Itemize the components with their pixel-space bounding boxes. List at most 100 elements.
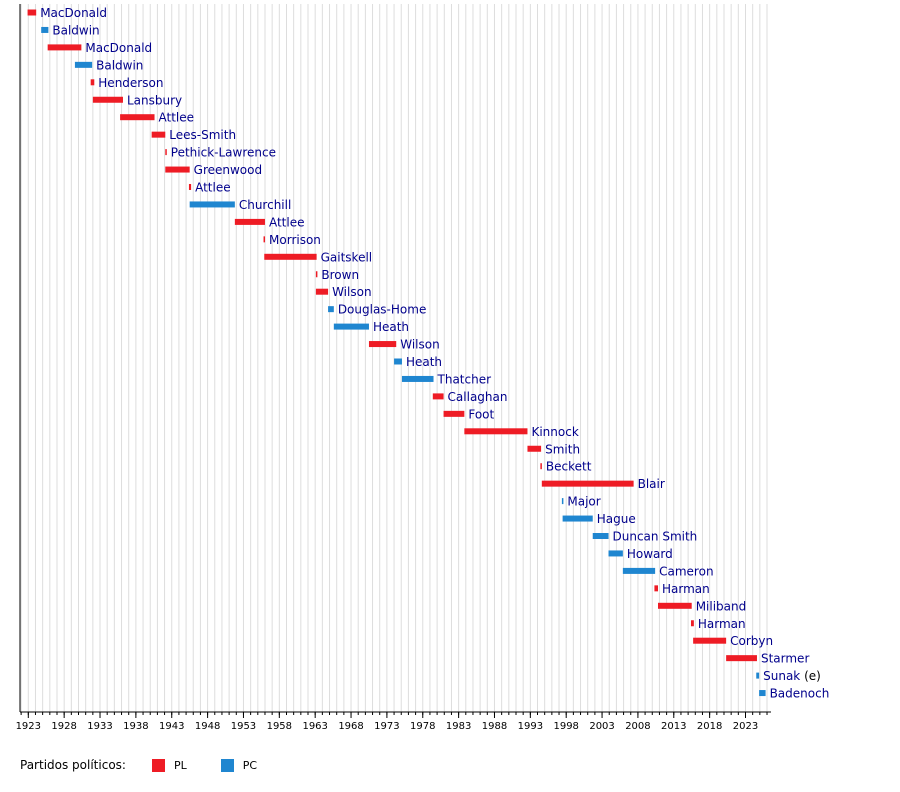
x-tick-label: 1983	[446, 721, 471, 732]
bar-label: Kinnock	[531, 425, 578, 439]
bar-badenoch-39	[759, 690, 766, 697]
x-tick-label: 2023	[733, 721, 758, 732]
bar-wilson-19	[368, 341, 397, 348]
bar-duncan-smith-30	[592, 533, 609, 539]
bar-label: Lansbury	[127, 93, 182, 107]
bar-label: Attlee	[269, 215, 305, 229]
bar-label: Baldwin	[52, 23, 99, 37]
bar-heath-18	[333, 323, 369, 330]
bar-label: MacDonald	[85, 41, 152, 55]
bar-macdonald-2	[47, 44, 82, 51]
x-tick-label: 1998	[553, 721, 578, 732]
bar-wilson-16	[315, 288, 329, 295]
bar-howard-31	[608, 550, 623, 557]
bar-morrison-13	[263, 236, 266, 243]
bar-label: Duncan Smith	[613, 530, 698, 544]
bar-label: Hague	[597, 512, 636, 526]
x-tick-label: 1993	[518, 721, 543, 732]
bar-harman-35	[690, 620, 694, 627]
gridlines	[20, 4, 768, 712]
bar-label: Baldwin	[96, 58, 143, 72]
bar-brown-15	[315, 271, 318, 278]
bar-lansbury-5	[92, 96, 123, 103]
bar-attlee-12	[234, 218, 265, 225]
bar-label: Brown	[321, 268, 359, 282]
bar-label: Blair	[638, 477, 665, 491]
bar-label: Morrison	[269, 233, 321, 247]
x-tick-label: 1953	[231, 721, 256, 732]
x-tick-label: 2018	[697, 721, 722, 732]
leaders-timeline-chart: 1923 1928 1933 1938 1943 1948 1953 1958 1963 1968…	[16, 4, 829, 732]
x-tick-label: 1958	[267, 721, 292, 732]
bar-label: Lees-Smith	[169, 128, 236, 142]
bar-label: Major	[567, 495, 600, 509]
x-tick-label: 2013	[661, 721, 686, 732]
bar-labels-group: MacDonald Baldwin MacDonald Baldwin Henderso…	[40, 6, 829, 701]
bar-label: Starmer	[761, 652, 809, 666]
bar-cameron-32	[622, 567, 656, 574]
x-tick-label: 1938	[123, 721, 148, 732]
legend-label-pc: PC	[242, 758, 258, 772]
bar-attlee-6	[120, 114, 155, 121]
x-tick-label: 1963	[302, 721, 327, 732]
x-tick-label: 1933	[87, 721, 112, 732]
bar-label: Callaghan	[448, 390, 508, 404]
x-tick-label: 1978	[410, 721, 435, 732]
bar-harman-33	[654, 585, 659, 592]
bar-baldwin-3	[74, 61, 93, 68]
bar-label: Sunak (e)	[763, 669, 821, 683]
bar-label: Churchill	[239, 198, 291, 212]
legend-label-pl: PL	[173, 758, 187, 772]
legend-item-pc: PC	[220, 758, 258, 772]
bar-label: Attlee	[195, 181, 231, 195]
bar-blair-27	[541, 480, 634, 487]
axes: 1923 1928 1933 1938 1943 1948 1953 1958 1963 1968…	[16, 4, 771, 732]
bar-label: Wilson	[332, 285, 371, 299]
bar-baldwin-1	[41, 26, 49, 33]
bar-label: Miliband	[696, 599, 747, 613]
x-tick-label: 1928	[51, 721, 76, 732]
bar-label: Foot	[468, 407, 494, 421]
x-tick-label: 1923	[16, 721, 41, 732]
bar-label: Thatcher	[437, 372, 492, 386]
legend: Partidos políticos: PL PC	[20, 758, 291, 772]
bar-greenwood-9	[165, 166, 190, 173]
bar-major-28	[561, 498, 564, 505]
bar-macdonald-0	[27, 9, 37, 16]
x-tick-label: 1988	[482, 721, 507, 732]
bar-pethick-lawrence-8	[165, 149, 167, 156]
x-tick-label: 2008	[625, 721, 650, 732]
x-tick-label: 1968	[338, 721, 363, 732]
bar-sunak-38	[756, 672, 760, 679]
bar-label: Douglas-Home	[338, 303, 427, 317]
x-tick-label: 1973	[374, 721, 399, 732]
bar-douglas-home-17	[328, 306, 334, 313]
bar-smith-25	[527, 445, 542, 452]
bar-label: Heath	[373, 320, 409, 334]
bar-starmer-37	[726, 655, 757, 662]
legend-title: Partidos políticos:	[20, 758, 126, 772]
bar-label: Cameron	[659, 564, 713, 578]
bar-miliband-34	[658, 602, 692, 609]
bar-lees-smith-7	[151, 131, 166, 138]
bar-henderson-4	[90, 79, 95, 86]
x-tick-label: 2003	[589, 721, 614, 732]
legend-swatch-pc	[220, 758, 234, 772]
bar-corbyn-36	[693, 637, 727, 644]
bar-gaitskell-14	[264, 253, 317, 260]
x-tick-label: 1948	[195, 721, 220, 732]
bar-label: Henderson	[98, 76, 163, 90]
bar-label: Harman	[698, 617, 746, 631]
x-tick-label: 1943	[159, 721, 184, 732]
bar-callaghan-22	[432, 393, 444, 400]
bar-label: Pethick-Lawrence	[171, 146, 276, 160]
bar-kinnock-24	[464, 428, 528, 435]
legend-item-pl: PL	[151, 758, 187, 772]
bar-heath-20	[394, 358, 402, 365]
bar-attlee-10	[188, 184, 192, 190]
bar-label: Badenoch	[770, 687, 830, 701]
bar-label: Attlee	[159, 111, 195, 125]
bar-label: Smith	[545, 442, 580, 456]
bar-hague-29	[562, 515, 593, 522]
bar-foot-23	[443, 410, 465, 417]
